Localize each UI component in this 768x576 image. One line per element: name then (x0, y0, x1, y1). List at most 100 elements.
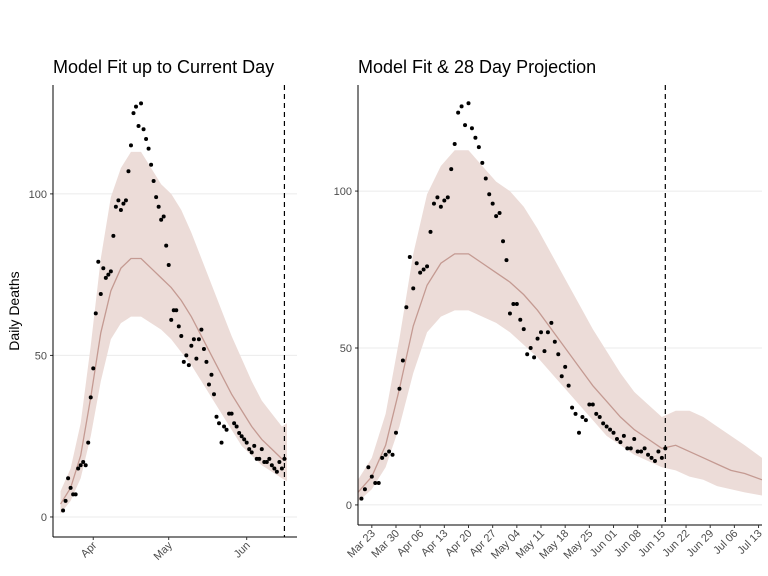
data-point (663, 446, 668, 451)
data-point (267, 456, 272, 461)
data-point (635, 449, 640, 454)
data-point (101, 266, 106, 271)
data-point (659, 455, 664, 460)
data-point (442, 198, 447, 203)
data-point (573, 411, 578, 416)
data-point (494, 214, 499, 219)
data-point (277, 460, 282, 465)
data-point (369, 474, 374, 479)
data-point (146, 146, 151, 151)
data-point (174, 308, 179, 313)
data-point (362, 487, 367, 492)
data-point (528, 345, 533, 350)
data-point (566, 383, 571, 388)
data-point (556, 352, 561, 357)
y-tick-label: 0 (41, 512, 47, 524)
data-point (73, 492, 78, 497)
data-point (539, 330, 544, 335)
data-point (452, 142, 457, 147)
data-point (191, 337, 196, 342)
data-point (111, 233, 116, 238)
data-point (407, 254, 412, 259)
data-point (414, 261, 419, 266)
data-point (497, 211, 502, 216)
data-point (583, 418, 588, 423)
data-point (164, 243, 169, 248)
data-point (576, 430, 581, 435)
data-point (274, 469, 279, 474)
data-point (366, 465, 371, 470)
data-point (206, 382, 211, 387)
data-point (445, 195, 450, 200)
data-point (473, 135, 478, 140)
x-tick-label: Jul 13 (735, 528, 764, 557)
data-point (563, 364, 568, 369)
data-point (431, 201, 436, 206)
data-point (257, 456, 262, 461)
data-point (279, 466, 284, 471)
data-point (201, 346, 206, 351)
data-point (438, 204, 443, 209)
data-point (601, 421, 606, 426)
data-point (211, 392, 216, 397)
data-point (199, 327, 204, 332)
data-point (121, 201, 126, 206)
data-point (214, 414, 219, 419)
data-point (476, 145, 481, 150)
x-tick-label: Jun (232, 540, 253, 561)
x-tick-label: Jul 06 (711, 528, 740, 557)
data-point (91, 366, 96, 371)
y-tick-label: 0 (346, 500, 352, 512)
data-point (580, 415, 585, 420)
data-point (118, 208, 123, 213)
data-point (383, 452, 388, 457)
data-point (525, 352, 530, 357)
data-point (66, 476, 71, 481)
data-point (123, 198, 128, 203)
ribbon (60, 151, 287, 514)
data-point (154, 195, 159, 200)
data-point (247, 447, 252, 452)
data-point (559, 374, 564, 379)
data-point (144, 136, 149, 141)
data-point (93, 311, 98, 316)
data-point (463, 123, 468, 128)
data-point (466, 101, 471, 106)
data-point (387, 449, 392, 454)
data-point (459, 104, 464, 109)
plot-area (358, 85, 762, 525)
y-tick-label: 100 (334, 186, 352, 198)
data-point (217, 421, 222, 426)
data-point (78, 463, 83, 468)
data-point (181, 359, 186, 364)
data-point (393, 430, 398, 435)
x-tick-label: Apr (79, 539, 100, 560)
data-point (61, 508, 66, 513)
data-point (209, 372, 214, 377)
data-point (646, 452, 651, 457)
data-point (63, 498, 68, 503)
data-point (428, 229, 433, 234)
data-point (642, 446, 647, 451)
data-point (621, 433, 626, 438)
ribbon (358, 150, 762, 502)
data-point (535, 336, 540, 341)
plot-area (59, 85, 287, 537)
data-point (400, 358, 405, 363)
data-point (532, 355, 537, 360)
data-point (487, 192, 492, 197)
data-point (418, 270, 423, 275)
data-point (597, 415, 602, 420)
data-point (542, 349, 547, 354)
data-point (514, 302, 519, 307)
data-point (234, 424, 239, 429)
data-point (552, 339, 557, 344)
data-point (587, 402, 592, 407)
data-point (425, 264, 430, 269)
data-point (611, 430, 616, 435)
data-point (435, 195, 440, 200)
data-point (136, 124, 141, 129)
chart-title: Model Fit & 28 Day Projection (358, 57, 596, 77)
data-point (359, 496, 364, 501)
data-point (131, 111, 136, 116)
